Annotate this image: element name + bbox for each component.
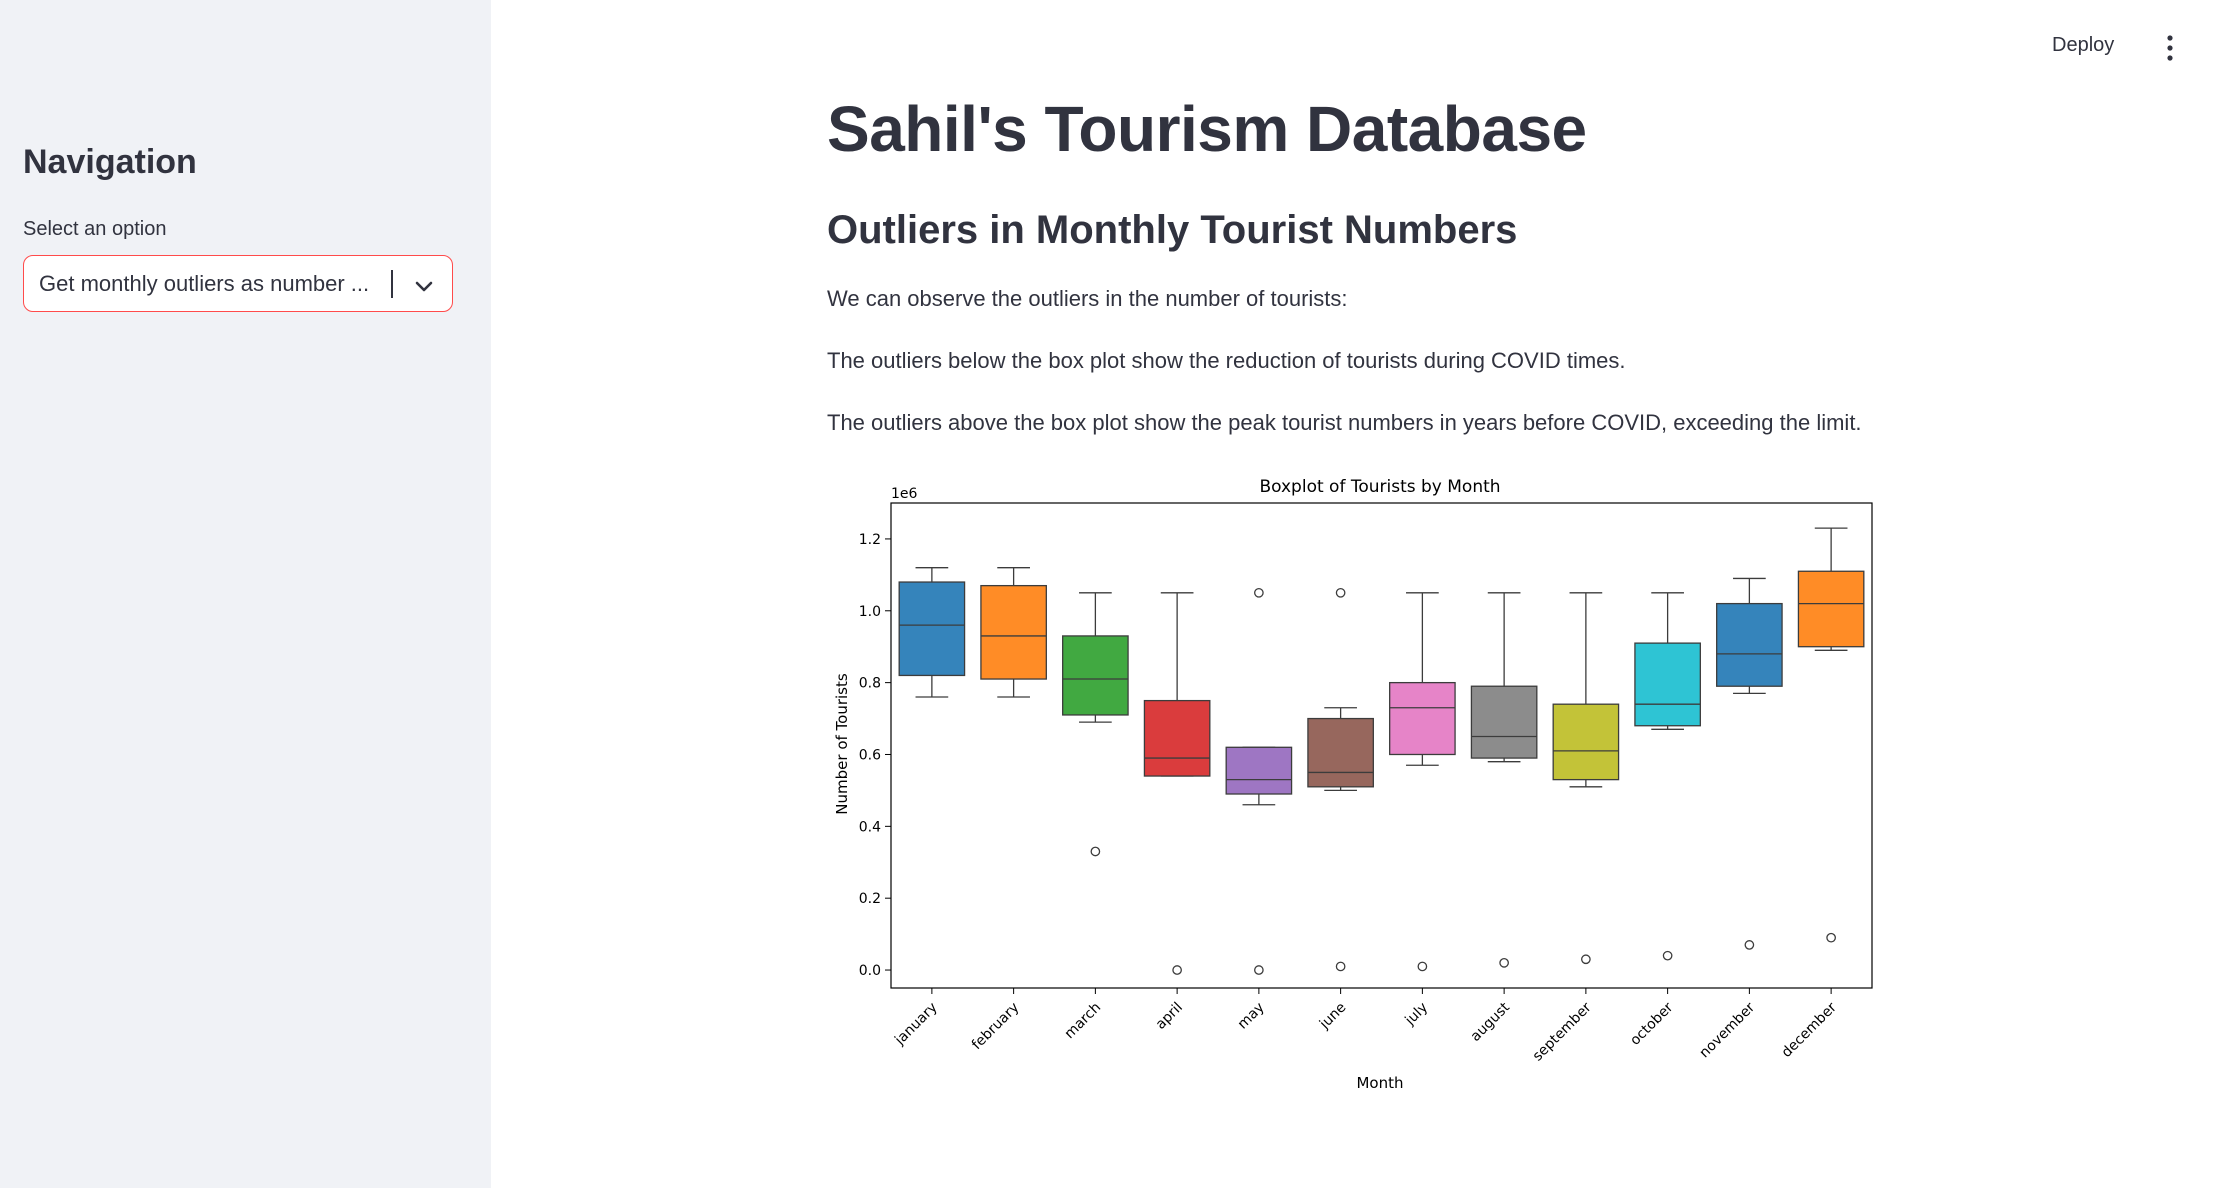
page-title: Sahil's Tourism Database bbox=[827, 93, 1587, 165]
y-tick-label: 0.6 bbox=[859, 747, 881, 763]
outlier-point bbox=[1581, 954, 1591, 965]
y-tick-label: 0.0 bbox=[859, 963, 881, 979]
box-september bbox=[1552, 703, 1620, 781]
outlier-point bbox=[1662, 950, 1673, 961]
box-june bbox=[1307, 717, 1374, 788]
x-axis-label: Month bbox=[1356, 1074, 1403, 1092]
y-offset-label: 1e6 bbox=[891, 486, 918, 502]
x-tick-label: august bbox=[1468, 999, 1514, 1045]
y-tick-label: 1.0 bbox=[859, 604, 881, 620]
paragraph-covid-low: The outliers below the box plot show the… bbox=[827, 348, 1626, 373]
outlier-point bbox=[1172, 965, 1182, 975]
box-may bbox=[1225, 746, 1293, 795]
paragraph-peak-high: The outliers above the box plot show the… bbox=[827, 410, 1862, 435]
outlier-point bbox=[1254, 965, 1264, 975]
chevron-down-icon[interactable] bbox=[412, 274, 436, 298]
x-tick-label: december bbox=[1779, 999, 1840, 1060]
y-tick-label: 0.8 bbox=[859, 676, 881, 692]
outlier-point bbox=[1335, 961, 1346, 972]
y-tick-label: 1.2 bbox=[859, 532, 881, 548]
deploy-button[interactable]: Deploy bbox=[2052, 34, 2115, 56]
x-tick-label: march bbox=[1062, 1000, 1105, 1043]
x-tick-label: october bbox=[1627, 999, 1676, 1048]
x-tick-label: november bbox=[1697, 999, 1759, 1061]
box-november bbox=[1716, 602, 1783, 687]
x-tick-label: april bbox=[1153, 1000, 1186, 1033]
option-select[interactable]: Get monthly outliers as number ... bbox=[23, 255, 453, 312]
outlier-point bbox=[1417, 961, 1428, 972]
sidebar-title: Navigation bbox=[23, 143, 197, 181]
outlier-point bbox=[1499, 958, 1509, 968]
vertical-dots-icon[interactable] bbox=[2160, 34, 2180, 62]
box-july bbox=[1389, 681, 1456, 756]
plot-frame bbox=[890, 502, 1873, 989]
text-cursor bbox=[391, 270, 393, 298]
boxplot-chart: Boxplot of Tourists by Month 1e6 Month N… bbox=[833, 477, 1873, 1092]
box-january bbox=[898, 581, 966, 677]
box-august bbox=[1470, 685, 1538, 759]
select-value: Get monthly outliers as number ... bbox=[39, 271, 370, 296]
sidebar: Navigation Select an option Get monthly … bbox=[0, 0, 491, 1188]
box-december bbox=[1797, 570, 1865, 648]
outlier-point bbox=[1335, 587, 1346, 598]
x-tick-label: july bbox=[1402, 1000, 1432, 1030]
x-tick-label: january bbox=[891, 1000, 940, 1049]
x-tick-label: september bbox=[1530, 999, 1595, 1064]
box-april bbox=[1143, 699, 1211, 777]
box-march bbox=[1062, 635, 1129, 716]
box-october bbox=[1634, 642, 1701, 727]
y-tick-label: 0.4 bbox=[859, 819, 881, 835]
y-axis-label: Number of Tourists bbox=[833, 673, 851, 815]
paragraph-intro: We can observe the outliers in the numbe… bbox=[827, 286, 1348, 311]
outlier-point bbox=[1090, 846, 1101, 857]
chart-title: Boxplot of Tourists by Month bbox=[1259, 477, 1500, 497]
x-tick-label: may bbox=[1235, 1000, 1268, 1033]
section-title: Outliers in Monthly Tourist Numbers bbox=[827, 208, 1518, 252]
outlier-point bbox=[1826, 932, 1836, 943]
outlier-point bbox=[1744, 940, 1755, 950]
select-label: Select an option bbox=[23, 218, 167, 240]
box-february bbox=[980, 584, 1047, 680]
outlier-point bbox=[1254, 587, 1264, 598]
x-tick-label: february bbox=[969, 1000, 1023, 1054]
y-tick-label: 0.2 bbox=[859, 891, 881, 907]
x-tick-label: june bbox=[1316, 1000, 1349, 1033]
